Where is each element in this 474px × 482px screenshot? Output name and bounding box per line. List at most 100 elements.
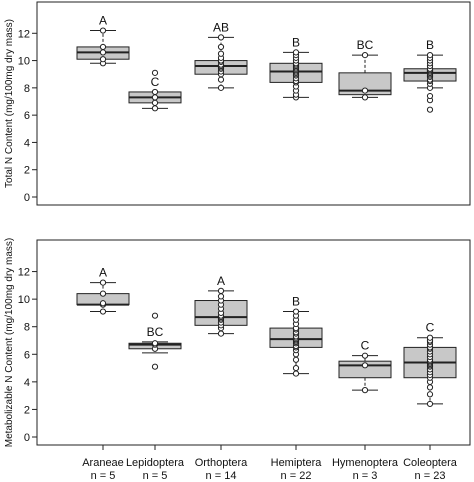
data-point (217, 76, 225, 83)
y-tick-label: 10 (18, 294, 30, 306)
box-orthoptera: A (194, 274, 248, 337)
x-sample-size-label: n = 14 (206, 470, 237, 482)
data-point (426, 92, 434, 100)
data-point (292, 370, 300, 377)
data-point (151, 340, 159, 347)
plot-frame (36, 239, 471, 446)
data-point (151, 363, 159, 370)
box-coleoptera: B (403, 38, 457, 113)
data-point (99, 308, 107, 315)
data-point (217, 84, 225, 91)
box-lepidoptera: C (128, 69, 182, 112)
data-point (426, 400, 434, 408)
x-sample-size-label: n = 3 (353, 470, 378, 482)
x-sample-size-label: n = 5 (143, 470, 168, 482)
data-point (151, 99, 159, 106)
y-tick-label: 8 (24, 322, 30, 334)
significance-letter: BC (147, 325, 164, 339)
data-point (99, 43, 107, 51)
box-hemiptera: B (269, 295, 323, 377)
y-axis-label: Total N Content (mg/100mg dry mass) (4, 19, 15, 188)
data-point (292, 356, 300, 363)
significance-letter: A (99, 266, 107, 280)
y-tick-label: 0 (24, 432, 30, 444)
data-point (99, 49, 107, 56)
y-tick-label: 8 (24, 83, 30, 95)
box-araneae: A (76, 266, 130, 315)
data-point (151, 312, 159, 319)
box-lepidoptera: BC (128, 312, 182, 370)
data-point (99, 290, 107, 297)
data-point (151, 88, 159, 96)
data-point (292, 308, 300, 315)
data-point (426, 391, 434, 398)
y-tick-label: 0 (24, 192, 30, 204)
y-tick-label: 4 (24, 377, 30, 389)
significance-letter: A (217, 274, 225, 288)
data-point (426, 106, 434, 113)
significance-letter: C (361, 339, 370, 353)
data-point (217, 50, 225, 57)
significance-letter: B (292, 295, 300, 309)
data-point (151, 105, 159, 112)
box-orthoptera: AB (194, 20, 248, 91)
x-category-label: Lepidoptera (126, 457, 185, 469)
box-hymenoptera: BC (338, 38, 392, 101)
data-point (99, 300, 107, 307)
significance-letter: C (151, 75, 160, 89)
data-point (151, 69, 159, 76)
data-point (99, 56, 107, 63)
y-tick-label: 10 (18, 56, 30, 68)
x-category-label: Hemiptera (271, 457, 323, 469)
significance-letter: AB (213, 20, 229, 34)
data-point (361, 387, 369, 394)
x-category-label: Hymenoptera (332, 457, 399, 469)
data-point (361, 362, 369, 369)
x-category-label: Araneae (82, 457, 124, 469)
box-hemiptera: B (269, 35, 323, 101)
y-axis-label: Metabolizable N Content (mg/100mg dry ma… (4, 238, 15, 448)
data-point (217, 293, 225, 300)
data-point (292, 364, 300, 372)
x-category-label: Coleoptera (403, 457, 458, 469)
box-coleoptera: C (403, 321, 457, 408)
x-sample-size-label: n = 22 (281, 470, 312, 482)
data-point (361, 87, 369, 94)
y-tick-label: 6 (24, 110, 30, 122)
x-category-label: Orthoptera (195, 457, 248, 469)
y-tick-label: 2 (24, 165, 30, 177)
data-point (426, 334, 434, 341)
y-tick-label: 6 (24, 349, 30, 361)
data-point (217, 34, 225, 41)
data-point (151, 94, 159, 101)
data-point (361, 352, 369, 359)
data-point (99, 27, 107, 34)
significance-letter: C (426, 321, 435, 335)
plot-frame (36, 1, 471, 206)
data-point (217, 287, 225, 294)
y-tick-label: 4 (24, 137, 30, 149)
data-point (292, 49, 300, 56)
data-point (361, 94, 369, 101)
significance-letter: BC (357, 38, 374, 52)
significance-letter: B (292, 35, 300, 49)
x-sample-size-label: n = 5 (91, 470, 116, 482)
data-point (99, 279, 107, 286)
y-tick-label: 12 (18, 267, 30, 279)
data-point (361, 52, 369, 59)
data-point (217, 43, 225, 51)
data-point (217, 330, 225, 337)
y-tick-label: 12 (18, 28, 30, 40)
y-tick-label: 2 (24, 404, 30, 416)
box-hymenoptera: C (338, 339, 392, 394)
significance-letter: B (426, 38, 434, 52)
data-point (426, 52, 434, 59)
box-araneae: A (76, 14, 130, 67)
significance-letter: A (99, 14, 107, 28)
x-sample-size-label: n = 23 (415, 470, 446, 482)
data-point (426, 384, 434, 391)
